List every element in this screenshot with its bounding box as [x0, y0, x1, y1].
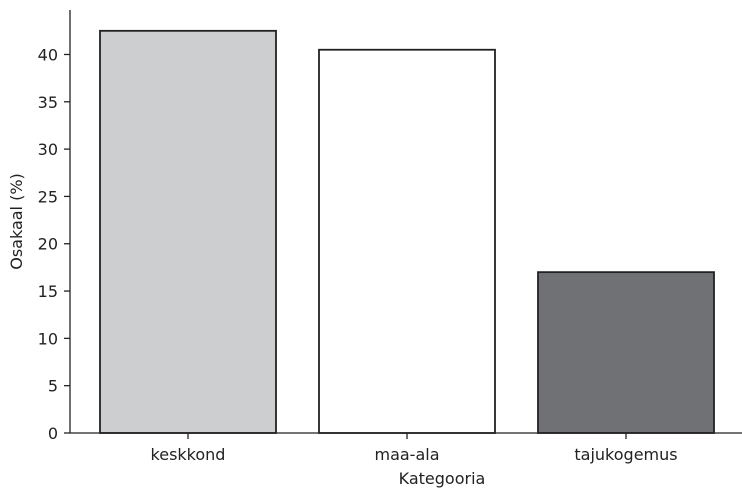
y-tick-label: 10 [38, 329, 58, 348]
y-tick-label: 30 [38, 140, 58, 159]
y-axis-ticks: 0 5 10 15 20 25 30 35 40 [38, 45, 70, 443]
bar-tajukogemus [537, 271, 715, 434]
bars-layer [99, 29, 715, 434]
x-tick-label: keskkond [151, 445, 226, 464]
y-tick-label: 35 [38, 93, 58, 112]
y-axis-title: Osakaal (%) [7, 173, 26, 270]
x-tick-label: tajukogemus [574, 445, 677, 464]
y-tick-label: 25 [38, 187, 58, 206]
y-tick-label: 20 [38, 235, 58, 254]
x-axis-title: Kategooria [399, 469, 486, 488]
y-tick-label: 40 [38, 45, 58, 64]
y-tick-label: 0 [48, 424, 58, 443]
x-axis-ticks: keskkond maa-ala tajukogemus [151, 433, 678, 464]
x-tick-label: maa-ala [374, 445, 439, 464]
bar-keskkond [99, 29, 277, 434]
bar-maa-ala [318, 48, 496, 434]
y-tick-label: 15 [38, 282, 58, 301]
y-tick-label: 5 [48, 377, 58, 396]
